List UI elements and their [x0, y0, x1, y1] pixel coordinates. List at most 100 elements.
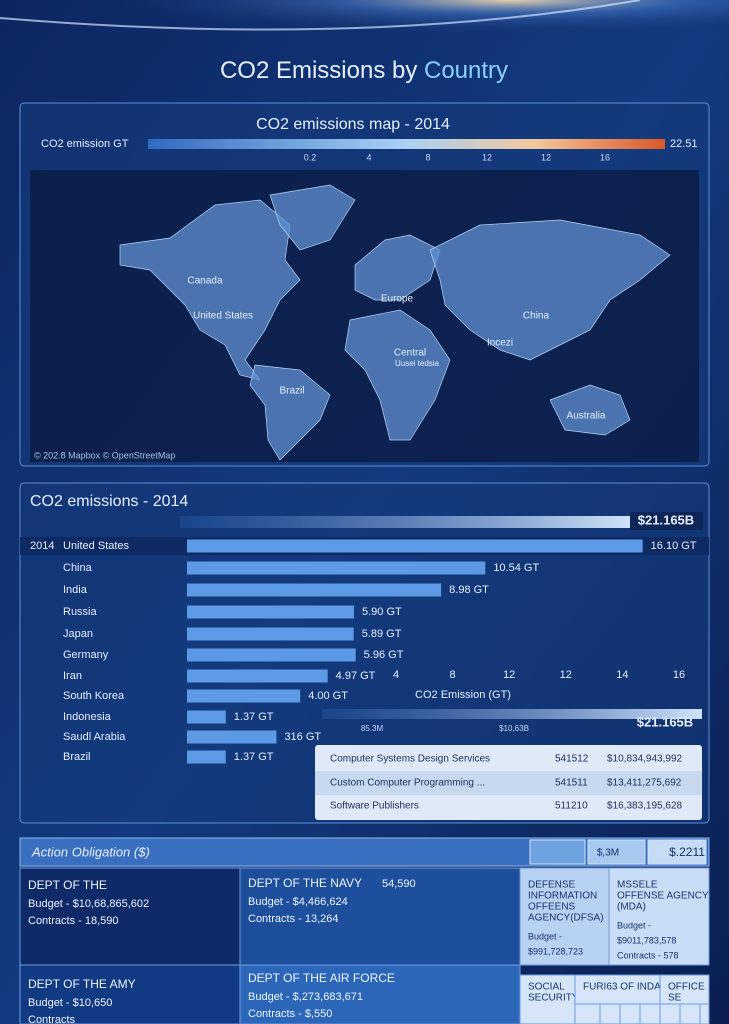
treemap-cell [19, 867, 241, 966]
cell-detail: Contracts - 13,264 [248, 913, 339, 925]
attribution: © 202.8 Mapbox © OpenStreetMap [34, 450, 175, 460]
bar [187, 605, 354, 619]
axis-tick-label: 4 [393, 669, 399, 681]
table-cell: Software Publishers [330, 801, 419, 812]
map-label: Australia [567, 411, 606, 422]
map-label: Europe [381, 294, 414, 305]
map-label: China [523, 311, 550, 322]
x-axis-label: CO2 Emission (GT) [415, 689, 511, 701]
bar [187, 710, 226, 724]
treemap-cell [574, 974, 661, 1024]
map-label: Uusei tedsia [395, 359, 440, 368]
table-cell: Custom Computer Programming ... [330, 778, 485, 789]
cell-detail: Contracts - 18,590 [28, 915, 119, 927]
map-label: Canada [187, 276, 222, 287]
total-label: $21.165B [638, 512, 694, 527]
category-label: India [63, 584, 88, 596]
treemap-title: Action Obligation ($) [31, 844, 150, 859]
legend-tick-label: 8 [425, 152, 430, 162]
header-box [587, 839, 646, 865]
cell-title: SE [668, 993, 682, 1004]
cell-detail: $9011,783,578 [617, 935, 676, 945]
cell-detail: Contracts - 578 [617, 950, 679, 960]
category-label: Saudl Arabia [63, 731, 126, 743]
color-bar [148, 139, 665, 149]
cell-title: INFORMATION [528, 891, 597, 902]
value-label: 10.54 GT [493, 562, 539, 574]
cell-title: AGENCY(DFSA) [528, 913, 604, 924]
bar [187, 648, 356, 662]
cell-title: SECURITY [528, 993, 579, 1004]
cell-detail: Budget - [617, 920, 651, 930]
cell-detail: Budget - $10,650 [28, 997, 112, 1009]
bar [187, 750, 226, 764]
bar [187, 689, 301, 703]
value-label: 8.98 GT [449, 584, 489, 596]
legend-tick-label: 0.2 [304, 152, 317, 162]
cell-detail: Contracts [28, 1014, 76, 1024]
greenland [269, 184, 356, 251]
category-label: China [63, 562, 93, 574]
map-label: Incezi [487, 338, 513, 349]
cell-title: OFFEENS [528, 902, 576, 913]
cell-title: FURI63 OF INDA [583, 982, 661, 993]
value-label: 4.00 GT [308, 690, 348, 702]
treemap-cell [608, 867, 710, 966]
header-value: $,3M [597, 848, 619, 859]
title-part: CO2 Emissions by [220, 57, 417, 84]
glow [0, 0, 729, 60]
bar [187, 730, 277, 744]
summary-label: $10,63B [499, 724, 529, 733]
table-cell: $16,383,195,628 [607, 801, 683, 812]
category-label: Brazil [63, 751, 91, 763]
cell-detail: Contracts - $,550 [248, 1008, 332, 1020]
page-title: CO2 Emissions by Country [220, 57, 508, 84]
table-stripe [315, 771, 702, 795]
cell-title: DEFENSE [528, 880, 576, 891]
category-label: United States [63, 540, 130, 552]
legend-tick-label: 12 [482, 152, 492, 162]
category-label: Japan [63, 628, 93, 640]
category-label: Iran [63, 670, 82, 682]
cell-detail: Budget - $,273,683,671 [248, 991, 363, 1003]
bar [187, 561, 486, 575]
table-cell: Computer Systems Design Services [330, 754, 490, 765]
axis-tick-label: 8 [450, 669, 456, 681]
map-label: Central [394, 348, 426, 359]
cell-detail: Budget - $10,68,865,602 [28, 898, 149, 910]
value-label: 316 GT [284, 731, 321, 743]
summary-bar [322, 709, 702, 719]
value-label: 5.96 GT [364, 649, 404, 661]
map-label: Brazil [279, 386, 304, 397]
value-label: 5.89 GT [362, 628, 402, 640]
legend-label: CO2 emission GT [41, 138, 129, 150]
treemap-cell [659, 974, 710, 1024]
australia [549, 384, 631, 436]
cell-title: (MDA) [617, 902, 646, 913]
table-cell: 541512 [555, 754, 589, 765]
cell-detail: Budget - [528, 931, 562, 941]
map-label: United States [193, 311, 253, 322]
cell-title: OFFICE [668, 982, 705, 993]
table-cell: $13,411,275,692 [607, 778, 682, 789]
axis-tick-label: 12 [560, 669, 572, 681]
continents [119, 184, 671, 461]
cell-detail: Budget - $4,466,624 [248, 896, 348, 908]
legend-tick-label: 4 [366, 152, 371, 162]
cell-title: DEPT OF THE AMY [28, 977, 136, 991]
total-box [630, 512, 703, 530]
value-label: 1.37 GT [234, 751, 274, 763]
value-label: 4.97 GT [336, 670, 376, 682]
title-highlight: Country [424, 57, 508, 84]
table-cell: $10,834,943,992 [607, 754, 683, 765]
axis-tick-label: 12 [503, 669, 515, 681]
category-label: South Korea [63, 690, 125, 702]
treemap-cell [239, 964, 521, 1024]
bar [187, 583, 442, 597]
category-label: Russia [63, 606, 98, 618]
north-america [119, 199, 301, 381]
europe [354, 234, 441, 301]
header-box [529, 839, 586, 865]
